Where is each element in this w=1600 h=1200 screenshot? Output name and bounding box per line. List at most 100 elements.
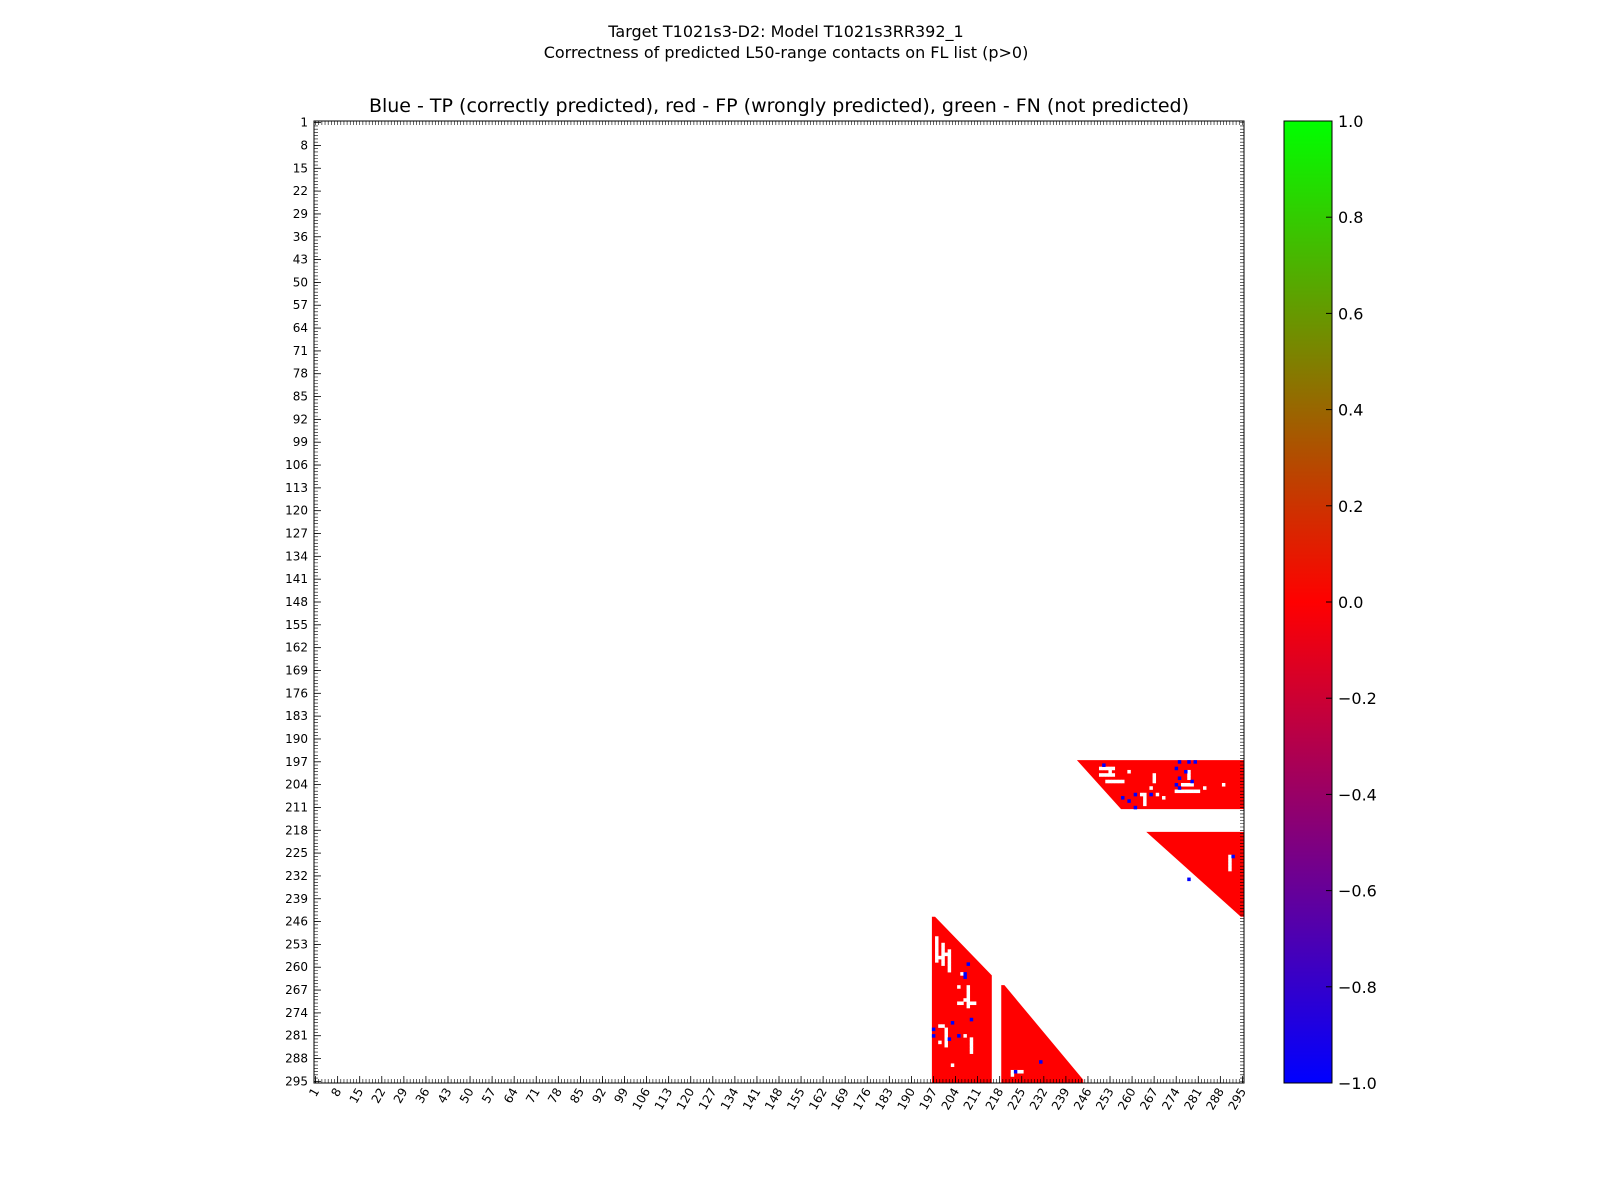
tp-cell xyxy=(1121,796,1125,800)
empty-cell xyxy=(1162,796,1166,800)
empty-cell xyxy=(1105,779,1109,784)
y-tick-label: 29 xyxy=(293,207,308,221)
empty-cell xyxy=(1102,766,1106,771)
tp-cell xyxy=(950,1021,955,1025)
x-tick-label: 260 xyxy=(1115,1086,1139,1113)
tp-cell xyxy=(963,975,967,979)
empty-cell xyxy=(947,952,952,957)
false-positive-regions xyxy=(931,760,1244,1083)
empty-cell xyxy=(966,998,971,1002)
empty-cell xyxy=(938,1040,942,1045)
empty-cell xyxy=(944,1040,948,1045)
empty-cell xyxy=(944,1030,948,1035)
plot-background xyxy=(314,121,1244,1083)
x-tick-label: 36 xyxy=(413,1086,433,1106)
y-tick-label: 22 xyxy=(293,184,308,198)
tp-cell xyxy=(1149,792,1153,797)
x-tick-label: 197 xyxy=(916,1086,940,1113)
x-tick-label: 57 xyxy=(479,1086,499,1106)
y-tick-label: 211 xyxy=(285,800,308,814)
colorbar-strip xyxy=(1283,120,1333,1084)
empty-cell xyxy=(947,968,952,973)
y-tick-label: 225 xyxy=(285,846,308,860)
empty-cell xyxy=(957,1001,961,1006)
tp-cell xyxy=(1102,763,1106,767)
empty-cell xyxy=(969,1001,974,1006)
empty-cell xyxy=(1228,854,1232,859)
y-tick-label: 253 xyxy=(285,937,308,951)
y-tick-label: 64 xyxy=(293,321,308,335)
empty-cell xyxy=(1108,773,1112,777)
x-tick-label: 1 xyxy=(306,1086,322,1100)
empty-cell xyxy=(1143,792,1147,797)
y-tick-label: 85 xyxy=(293,390,308,404)
y-tick-label: 267 xyxy=(285,983,308,997)
empty-cell xyxy=(935,949,939,953)
y-tick-label: 169 xyxy=(285,663,308,677)
empty-cell xyxy=(969,1037,974,1041)
empty-cell xyxy=(1121,779,1125,784)
y-tick-label: 204 xyxy=(285,778,308,792)
x-tick-label: 204 xyxy=(939,1086,963,1113)
tp-cell xyxy=(969,1017,974,1022)
empty-cell xyxy=(947,949,952,953)
x-tick-label: 267 xyxy=(1137,1086,1161,1113)
empty-cell xyxy=(1203,786,1207,790)
y-tick-label: 36 xyxy=(293,230,308,244)
y-tick-label: 281 xyxy=(285,1029,308,1043)
empty-cell xyxy=(966,1001,971,1006)
empty-cell xyxy=(941,955,945,960)
x-tick-label: 225 xyxy=(1005,1086,1029,1113)
empty-cell xyxy=(1114,779,1119,784)
x-tick-label: 8 xyxy=(328,1086,344,1100)
tp-cell xyxy=(1133,792,1138,797)
x-tick-label: 85 xyxy=(567,1086,587,1106)
empty-cell xyxy=(935,952,939,957)
empty-cell xyxy=(969,1043,974,1048)
empty-cell xyxy=(1228,864,1232,869)
fp-region xyxy=(1076,760,1244,810)
colorbar-tick-label: 0.6 xyxy=(1338,304,1363,323)
empty-cell xyxy=(1174,789,1179,794)
empty-cell xyxy=(944,1027,948,1032)
y-tick-label: 113 xyxy=(285,481,308,495)
empty-cell xyxy=(1149,786,1153,790)
empty-cell xyxy=(947,965,952,970)
empty-cell xyxy=(947,955,952,960)
empty-cell xyxy=(950,1063,955,1067)
empty-cell xyxy=(935,946,939,950)
y-tick-label: 92 xyxy=(293,412,308,426)
x-tick-label: 106 xyxy=(630,1086,654,1113)
empty-cell xyxy=(1184,789,1188,794)
y-tick-label: 43 xyxy=(293,253,308,267)
x-tick-label: 155 xyxy=(784,1086,808,1113)
empty-cell xyxy=(1105,773,1109,777)
empty-cell xyxy=(944,952,948,957)
tp-cell xyxy=(957,1034,961,1038)
tp-cell xyxy=(1177,776,1182,781)
y-tick-label: 218 xyxy=(285,823,308,837)
x-tick-label: 127 xyxy=(696,1086,720,1113)
empty-cell xyxy=(941,946,945,950)
x-tick-label: 246 xyxy=(1071,1086,1095,1113)
chart-suptitle: Target T1021s3-D2: Model T1021s3RR392_1 xyxy=(607,22,963,42)
empty-cell xyxy=(1180,782,1185,787)
empty-cell xyxy=(963,1034,967,1038)
colorbar-tick-label: 0.4 xyxy=(1338,401,1363,420)
empty-cell xyxy=(1228,857,1232,862)
colorbar: 1.0 0.8 0.6 0.4 0.2 0.0 −0.2 −0.4 −0.6 −0.8 −1.0 xyxy=(1283,112,1377,1093)
y-tick-label: 295 xyxy=(285,1074,308,1088)
x-tick-label: 239 xyxy=(1049,1086,1073,1113)
empty-cell xyxy=(1111,766,1116,771)
y-tick-label: 190 xyxy=(285,732,308,746)
empty-cell xyxy=(1187,782,1191,787)
x-tick-label: 232 xyxy=(1027,1086,1051,1113)
y-tick-label: 71 xyxy=(293,344,308,358)
y-tick-label: 148 xyxy=(285,595,308,609)
y-tick-label: 176 xyxy=(285,686,308,700)
x-tick-label: 64 xyxy=(501,1086,521,1106)
x-tick-label: 71 xyxy=(523,1086,543,1106)
empty-cell xyxy=(966,985,971,989)
empty-cell xyxy=(1108,779,1112,784)
